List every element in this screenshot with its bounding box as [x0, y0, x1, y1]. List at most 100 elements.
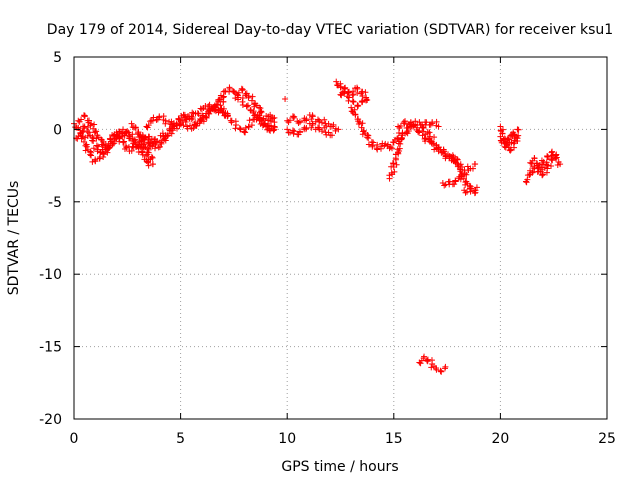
data-point [402, 118, 409, 125]
data-point [359, 92, 366, 99]
data-point [410, 122, 417, 129]
data-point [440, 146, 447, 153]
data-point [102, 140, 109, 147]
data-point [132, 124, 139, 131]
data-point [162, 137, 169, 144]
data-point [308, 116, 315, 123]
data-point [423, 119, 430, 126]
data-point [362, 89, 369, 96]
data-point [245, 123, 252, 130]
data-point [126, 132, 133, 139]
data-point [423, 357, 430, 364]
data-point [191, 121, 198, 128]
data-point [75, 117, 82, 124]
data-point [438, 368, 445, 375]
data-point [200, 105, 207, 112]
data-point [364, 96, 371, 103]
data-point [114, 131, 121, 138]
data-point [473, 184, 480, 191]
data-point [265, 117, 272, 124]
data-point [87, 151, 94, 158]
chart-title: Day 179 of 2014, Sidereal Day-to-day VTE… [47, 22, 613, 38]
data-point [417, 360, 424, 367]
x-tick-label: 15 [385, 431, 403, 447]
data-point [444, 151, 451, 158]
data-point [389, 145, 396, 152]
data-point [249, 93, 256, 100]
data-point [291, 128, 298, 135]
data-point [428, 364, 435, 371]
data-point [395, 140, 402, 147]
data-point [222, 87, 229, 94]
data-point [215, 96, 222, 103]
data-point [188, 116, 195, 123]
data-point [220, 109, 227, 116]
data-point [233, 122, 240, 129]
data-point [220, 94, 227, 101]
data-point [505, 135, 512, 142]
data-point [499, 130, 506, 137]
data-point [454, 155, 461, 162]
data-point [121, 146, 128, 153]
data-point [184, 113, 191, 120]
data-point [85, 129, 92, 136]
data-point [422, 138, 429, 145]
data-point [389, 160, 396, 167]
data-point [139, 149, 146, 156]
data-point [247, 106, 254, 113]
data-point [395, 150, 402, 157]
data-point [548, 163, 555, 170]
data-point [309, 112, 316, 119]
data-point [552, 152, 559, 159]
data-point [262, 123, 269, 130]
data-point [162, 120, 169, 127]
data-point [250, 108, 257, 115]
data-point [139, 131, 146, 138]
data-point [150, 114, 157, 121]
y-tick-label: -10 [39, 267, 62, 283]
data-point [149, 117, 156, 124]
data-point [126, 135, 133, 142]
data-point [511, 132, 518, 139]
data-point [350, 98, 357, 105]
data-point [96, 155, 103, 162]
data-point [386, 175, 393, 182]
data-point [254, 102, 261, 109]
data-point [378, 143, 385, 150]
data-point [217, 107, 224, 114]
data-point [429, 140, 436, 147]
data-point [351, 106, 358, 113]
data-point [452, 177, 459, 184]
data-point [472, 187, 479, 194]
data-point [463, 171, 470, 178]
data-point [147, 118, 154, 125]
data-point [503, 142, 510, 149]
data-point [428, 139, 435, 146]
data-point [289, 127, 296, 134]
data-point [432, 365, 439, 372]
data-point [80, 138, 87, 145]
y-tick-label: -15 [39, 340, 62, 356]
data-point [146, 133, 153, 140]
data-point [236, 125, 243, 132]
data-point [358, 124, 365, 131]
data-point [180, 122, 187, 129]
data-point [128, 147, 135, 154]
data-point [437, 367, 444, 374]
data-point [124, 128, 131, 135]
data-point [104, 145, 111, 152]
data-point [349, 98, 356, 105]
data-point [144, 148, 151, 155]
data-point [385, 141, 392, 148]
plot-frame [73, 56, 608, 420]
data-point [169, 127, 176, 134]
data-point [529, 169, 536, 176]
data-point [264, 126, 271, 133]
data-point [145, 162, 152, 169]
data-point [171, 120, 178, 127]
data-point [248, 97, 255, 104]
data-point [333, 78, 340, 85]
data-point [325, 129, 332, 136]
data-points [71, 78, 564, 375]
